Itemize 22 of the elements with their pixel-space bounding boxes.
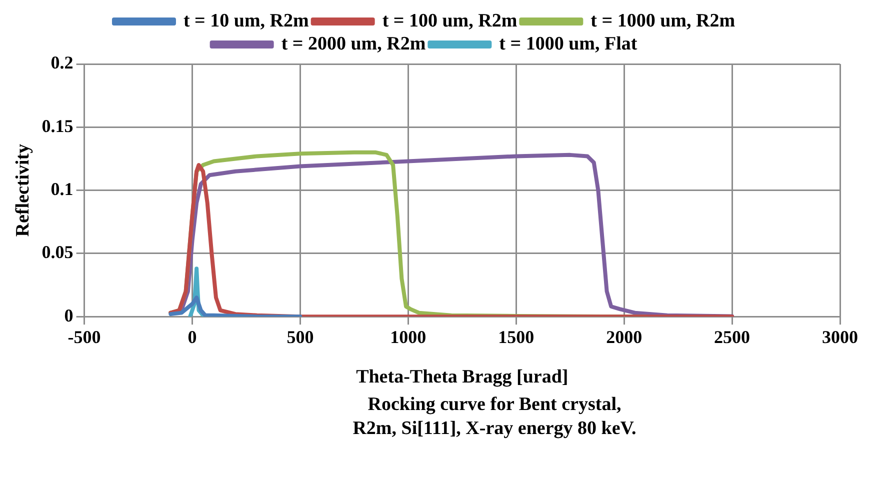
legend-label: t = 1000 um, R2m [590, 10, 736, 32]
legend-label: t = 100 um, R2m [382, 10, 518, 32]
y-tick-label: 0.15 [42, 116, 74, 136]
y-tick-label: 0.1 [50, 178, 74, 199]
x-axis-title: Theta-Theta Bragg [urad] [356, 366, 568, 388]
x-tick-label: 500 [286, 327, 314, 348]
legend-label: t = 1000 um, Flat [499, 33, 638, 54]
x-tick-label: 1000 [390, 327, 426, 348]
x-tick-label: 1500 [498, 327, 534, 348]
legend-label: t = 2000 um, R2m [281, 33, 426, 54]
legend-label: t = 10 um, R2m [183, 10, 309, 32]
x-tick-label: -500 [68, 327, 101, 348]
y-tick-label: 0 [64, 305, 74, 326]
text: R2m, Si[111], X-ray energy 80 keV. [352, 417, 638, 441]
x-tick-label: 2000 [606, 327, 642, 348]
y-tick-label: 0.2 [50, 52, 74, 73]
text: Rocking curve for Bent crystal, [366, 393, 622, 417]
x-tick-label: 3000 [822, 327, 858, 348]
x-tick-label: 0 [188, 327, 197, 348]
y-axis-title: Reflectivity [12, 143, 34, 237]
x-tick-label: 2500 [714, 327, 750, 348]
y-tick-label: 0.05 [42, 242, 74, 262]
